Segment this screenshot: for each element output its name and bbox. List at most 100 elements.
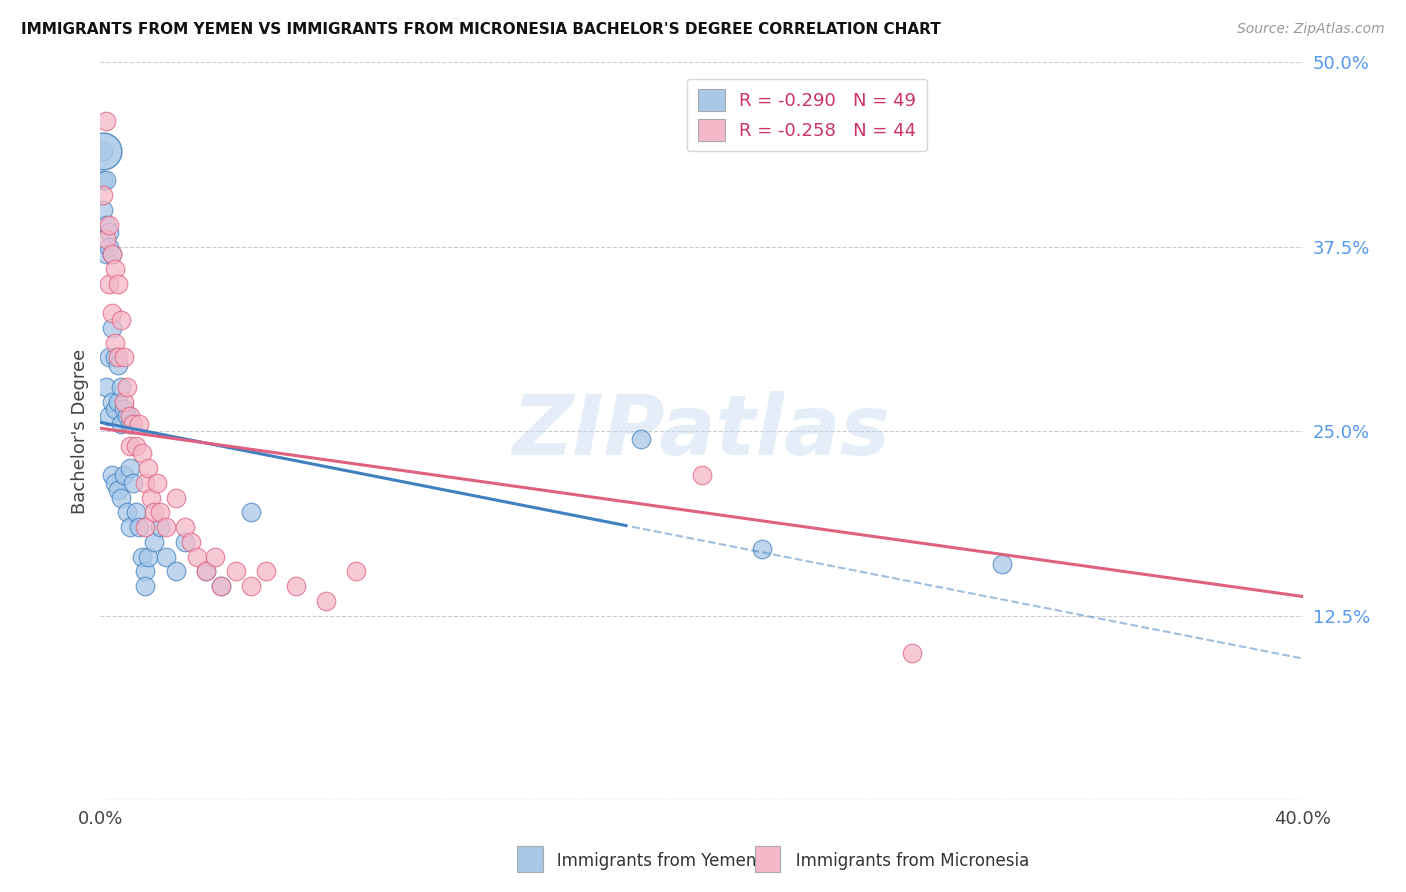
Point (120, 409, 142, 424)
Point (98, 225, 121, 239)
Point (110, 380, 132, 394)
Point (96, 247, 118, 261)
Legend: R = -0.290   N = 49, R = -0.258   N = 44: R = -0.290 N = 49, R = -0.258 N = 44 (686, 78, 927, 152)
Point (120, 520, 142, 534)
Point (165, 491, 187, 505)
Point (125, 439, 148, 453)
Point (96, 114, 118, 128)
Point (146, 475, 169, 490)
Point (110, 313, 132, 327)
Point (209, 579, 232, 593)
Point (107, 394, 129, 409)
Point (134, 565, 156, 579)
Point (110, 417, 132, 431)
Point (284, 579, 307, 593)
Text: Immigrants from Micronesia: Immigrants from Micronesia (780, 852, 1029, 870)
Point (149, 520, 172, 534)
Point (117, 505, 139, 519)
Point (122, 417, 145, 431)
Point (149, 505, 172, 519)
Point (120, 461, 142, 475)
Point (186, 549, 208, 564)
Point (93, 188, 115, 202)
Point (93, 144, 115, 158)
Point (125, 505, 148, 519)
Point (112, 468, 135, 483)
Point (209, 579, 232, 593)
Point (690, 468, 713, 483)
Point (98, 351, 121, 365)
Point (131, 549, 153, 564)
Point (173, 520, 195, 534)
Point (93, 144, 115, 158)
Point (98, 218, 121, 232)
Point (112, 351, 135, 365)
Point (104, 351, 127, 365)
Point (98, 409, 121, 424)
Point (122, 475, 145, 490)
Text: Source: ZipAtlas.com: Source: ZipAtlas.com (1237, 22, 1385, 37)
Point (239, 505, 262, 519)
Point (143, 505, 166, 519)
Point (128, 520, 150, 534)
Point (104, 261, 127, 276)
Point (107, 351, 129, 365)
Point (112, 394, 135, 409)
Point (194, 565, 217, 579)
Point (194, 565, 217, 579)
Point (112, 402, 135, 417)
Point (239, 579, 262, 593)
Point (104, 402, 127, 417)
Point (117, 409, 139, 424)
Point (155, 520, 177, 534)
Point (101, 247, 124, 261)
Point (315, 594, 337, 608)
Point (117, 380, 139, 394)
Point (107, 358, 129, 372)
Point (96, 380, 118, 394)
Point (120, 417, 142, 431)
Text: IMMIGRANTS FROM YEMEN VS IMMIGRANTS FROM MICRONESIA BACHELOR'S DEGREE CORRELATIO: IMMIGRANTS FROM YEMEN VS IMMIGRANTS FROM… (21, 22, 941, 37)
Point (344, 565, 367, 579)
Point (134, 520, 156, 534)
Point (131, 446, 153, 460)
Point (254, 565, 277, 579)
Point (96, 232, 118, 246)
Point (104, 475, 127, 490)
Point (630, 432, 652, 446)
Point (180, 535, 202, 549)
Point (107, 277, 129, 291)
Point (104, 335, 127, 350)
Point (141, 491, 163, 505)
Point (96, 173, 118, 187)
Point (101, 247, 124, 261)
Point (93, 202, 115, 217)
Point (101, 321, 124, 335)
Y-axis label: Bachelor's Degree: Bachelor's Degree (72, 349, 89, 514)
Point (98, 240, 121, 254)
Text: ZIPatlas: ZIPatlas (513, 391, 890, 472)
Point (138, 461, 160, 475)
Text: Immigrants from Yemen: Immigrants from Yemen (541, 852, 756, 870)
Point (173, 535, 195, 549)
Point (751, 542, 773, 557)
Point (120, 439, 142, 453)
Point (901, 646, 924, 660)
Point (128, 417, 150, 431)
Point (991, 557, 1014, 571)
Point (107, 483, 129, 498)
Point (225, 565, 247, 579)
Point (101, 306, 124, 320)
Point (110, 491, 132, 505)
Point (138, 549, 160, 564)
Point (143, 535, 166, 549)
Point (204, 549, 226, 564)
Point (134, 475, 156, 490)
Point (96, 218, 118, 232)
Point (101, 394, 124, 409)
Point (165, 565, 187, 579)
Point (155, 549, 177, 564)
Point (101, 468, 124, 483)
Point (134, 579, 156, 593)
Point (93, 173, 115, 187)
